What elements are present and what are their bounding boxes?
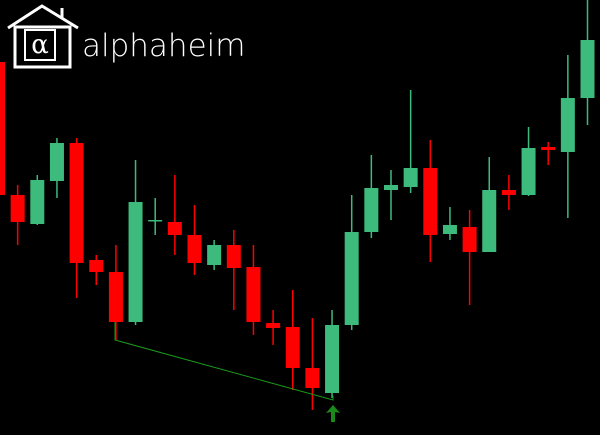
candle-body xyxy=(560,98,575,152)
candle-body xyxy=(10,195,25,222)
candle-body xyxy=(187,235,202,263)
candle-body xyxy=(246,267,261,322)
candle-body xyxy=(69,143,84,263)
candle-body xyxy=(364,188,379,232)
candle-body xyxy=(521,148,536,195)
candle-body xyxy=(167,222,182,235)
candle-body xyxy=(226,245,241,268)
candle-body xyxy=(128,202,143,322)
candle-body xyxy=(462,227,477,252)
candle-body xyxy=(344,232,359,325)
candle-body xyxy=(30,180,45,224)
candle-body xyxy=(580,40,595,98)
candles xyxy=(0,0,595,410)
logo-house xyxy=(13,25,72,69)
logo-text: alphaheim xyxy=(82,28,245,64)
candle-body xyxy=(148,220,163,222)
candle-body xyxy=(285,327,300,368)
logo-roof xyxy=(7,4,79,30)
candle-body xyxy=(0,62,5,195)
logo-alpha: α xyxy=(31,30,49,60)
candle-body xyxy=(89,260,104,272)
buy-arrow xyxy=(326,405,340,422)
candle-body xyxy=(384,185,398,190)
candle-body xyxy=(49,143,64,181)
candle-body xyxy=(423,168,438,235)
logo-window xyxy=(24,29,56,61)
candle-body xyxy=(482,190,497,252)
candle-body xyxy=(305,368,320,388)
candle-body xyxy=(266,323,281,328)
candle-body xyxy=(541,147,556,150)
candle-body xyxy=(501,190,516,195)
logo: α xyxy=(7,4,79,69)
candle-body xyxy=(207,245,222,265)
candle-body xyxy=(325,325,340,393)
candle-body xyxy=(442,225,457,234)
divergence-line xyxy=(114,322,334,401)
candle-body xyxy=(403,168,418,187)
candle-body xyxy=(108,272,123,322)
